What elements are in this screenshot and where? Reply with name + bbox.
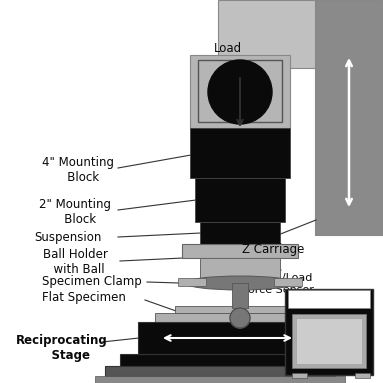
Bar [200, 222, 280, 244]
Bar [305, 313, 327, 327]
Bar [190, 128, 290, 178]
Bar [292, 373, 307, 378]
Bar [95, 376, 345, 383]
Bar [292, 314, 366, 368]
Bar [288, 290, 370, 308]
Bar [120, 354, 330, 366]
Ellipse shape [185, 276, 295, 290]
Bar [175, 306, 305, 313]
Text: Ball Holder
  with Ball: Ball Holder with Ball [43, 248, 108, 276]
Bar [285, 289, 373, 375]
Text: Reciprocating
    Stage: Reciprocating Stage [16, 334, 108, 362]
Bar [105, 366, 335, 376]
Text: Specimen Clamp: Specimen Clamp [42, 275, 142, 288]
Bar [155, 313, 315, 322]
Bar [182, 244, 298, 258]
Bar [355, 373, 370, 378]
Bar [195, 178, 285, 222]
Text: Suspension: Suspension [34, 231, 102, 244]
Text: Flat Specimen: Flat Specimen [42, 291, 126, 304]
Bar [315, 0, 383, 235]
Text: Load: Load [214, 42, 242, 55]
Bar [296, 318, 362, 364]
Bar [138, 322, 322, 354]
Bar [190, 55, 290, 128]
Circle shape [230, 308, 250, 328]
Bar [200, 258, 280, 278]
Text: 4" Mounting
   Block: 4" Mounting Block [42, 156, 114, 184]
Circle shape [208, 60, 272, 124]
Text: Z Carriage: Z Carriage [242, 244, 304, 257]
Text: 2" Mounting
   Block: 2" Mounting Block [39, 198, 111, 226]
Text: Dual
Friction/Load
Force Sensor: Dual Friction/Load Force Sensor [242, 262, 314, 295]
Bar [232, 283, 248, 308]
Bar [218, 0, 383, 68]
Bar [274, 278, 302, 286]
Bar [178, 278, 206, 286]
Bar [198, 60, 282, 122]
Text: Drive Motor: Drive Motor [290, 291, 368, 304]
